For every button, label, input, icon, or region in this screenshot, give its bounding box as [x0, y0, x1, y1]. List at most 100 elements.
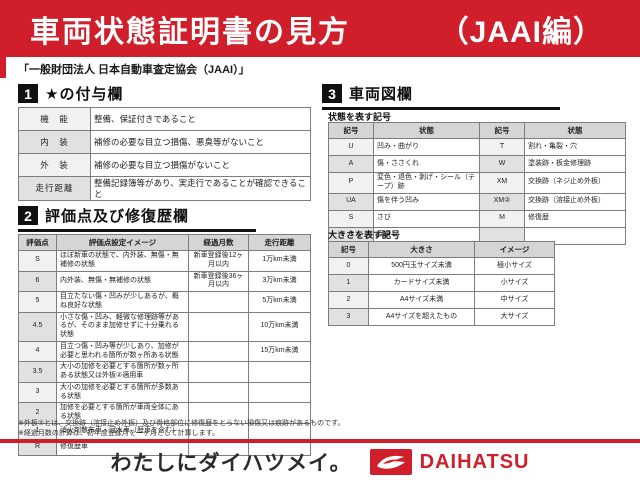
table-row: 走行距離 整備記録簿等があり、実走行であることが確認できること — [18, 175, 311, 202]
grade-cell: R — [18, 438, 57, 456]
state-cell: 交換跡（ネジ止め外板） — [524, 172, 626, 194]
grade-cell: 6 — [18, 270, 57, 292]
column-header: 評価点設定イメージ — [56, 234, 189, 251]
grade-desc: 大小の加修を必要とする箇所が数ヶ所ある状態又は外板②適用車 — [56, 361, 189, 383]
table-row: 3 A4サイズを超えたもの 大サイズ — [328, 308, 555, 326]
grade-months — [188, 340, 249, 363]
size-cell: カードサイズ未満 — [368, 274, 475, 292]
section1-header: 1 ★の付与欄 — [18, 83, 256, 110]
footer: わたしにダイハツメイ。 DAIHATSU — [0, 446, 640, 478]
table-row: UA 傷を伴う凹み XM② 交換跡（溶接止め外板） — [328, 192, 626, 211]
state-cell: 修復歴 — [524, 209, 626, 228]
table-row: A 傷・ささくれ W 塗装跡・板金修理跡 — [328, 155, 626, 173]
grade-months: 新車登録後36ヶ月以内 — [188, 270, 249, 292]
table-row: 2 A4サイズ未満 中サイズ — [328, 291, 555, 309]
table-header-row: 評価点 評価点設定イメージ 経過月数 走行距離 — [18, 234, 311, 251]
criteria-label: 走行距離 — [18, 175, 91, 202]
table-row: 3.5 大小の加修を必要とする箇所が数ヶ所ある状態又は外板②適用車 — [18, 361, 311, 383]
symbol-cell: P — [328, 172, 374, 194]
symbol-cell: M — [479, 209, 525, 228]
star-criteria-table: 機 能 整備、保証付きであること 内 装 補修の必要な目立つ損傷、悪臭等がないこ… — [18, 107, 311, 202]
table-row: C 腐食 — [328, 226, 626, 245]
grade-desc: 目立たない傷・凹みが少しあるが、概ね良好な状態 — [56, 291, 189, 313]
column-header: 記号 — [328, 122, 374, 139]
size-image-cell: 大サイズ — [474, 308, 555, 326]
table-row: 内 装 補修の必要な目立つ損傷、悪臭等がないこと — [18, 130, 311, 154]
daihatsu-slogan: わたしにダイハツメイ。 — [110, 452, 352, 475]
column-header: イメージ — [474, 241, 555, 258]
criteria-value: 補修の必要な目立つ損傷、悪臭等がないこと — [90, 130, 311, 154]
grade-cell: 5 — [18, 291, 57, 313]
table-row: 1 消火剤散布車・冠水車（歴車を含む） — [18, 422, 311, 440]
table-header-row: 記号 状態 記号 状態 — [328, 122, 626, 139]
symbol-cell: XM② — [479, 192, 525, 211]
column-header: 状態 — [524, 122, 626, 139]
footnote-line: ※外板②とは、交換跡（溶接止め外板）及び骨格部位に修復歴をとらない損傷又は痕跡が… — [18, 420, 345, 427]
grade-mileage — [248, 361, 311, 383]
grade-cell: 4.5 — [18, 311, 57, 342]
column-header: 記号 — [479, 122, 525, 139]
grade-mileage: 1万km未満 — [248, 250, 311, 272]
section3-title: 車両図欄 — [349, 86, 414, 103]
criteria-value: 整備記録簿等があり、実走行であることが確認できること — [90, 175, 311, 202]
grade-desc: 内外装、無傷・無補修の状態 — [56, 270, 189, 292]
table-row: 外 装 補修の必要な目立つ損傷がないこと — [18, 153, 311, 177]
size-cell: 500円玉サイズ未満 — [368, 257, 475, 275]
section1-title: ★の付与欄 — [45, 86, 124, 103]
state-symbols-label: 状態を表す記号 — [328, 112, 392, 122]
page-title: 車両状態証明書の見方 — [30, 15, 350, 49]
title-banner: 車両状態証明書の見方 （JAAI編） — [0, 0, 640, 57]
subtitle-accent-bar — [0, 57, 6, 78]
symbol-cell: UA — [328, 192, 374, 211]
grade-cell: 3.5 — [18, 361, 57, 383]
column-header: 走行距離 — [248, 234, 311, 251]
daihatsu-logo: DAIHATSU — [369, 449, 530, 475]
grade-months — [188, 361, 249, 383]
symbol-cell: C — [328, 226, 374, 245]
section2-header: 2 評価点及び修復歴欄 — [18, 205, 256, 232]
table-row: 4 目立つ傷・凹み等が少しあり、加修が必要と思われる箇所が数ヶ所ある状態 15万… — [18, 340, 311, 363]
criteria-label: 内 装 — [18, 130, 91, 154]
table-row: P 変色・退色・剥げ・シール（テープ）跡 XM 交換跡（ネジ止め外板） — [328, 172, 626, 194]
size-image-cell: 中サイズ — [474, 291, 555, 309]
daihatsu-mark-icon — [369, 449, 412, 475]
grade-desc: 大小の加修を必要とする箇所が多数ある状態 — [56, 381, 189, 404]
column-header: 状態 — [373, 122, 480, 139]
grade-desc: 小さな傷・凹み、軽微な修理跡等があるが、そのまま加修せずに十分乗れる状態 — [56, 311, 189, 342]
symbol-cell: U — [328, 138, 374, 156]
column-header: 経過月数 — [188, 234, 249, 251]
symbol-cell: 0 — [328, 257, 369, 275]
size-cell: A4サイズを超えたもの — [368, 308, 475, 326]
size-image-cell: 極小サイズ — [474, 257, 555, 275]
state-cell — [524, 226, 626, 245]
grade-table: 評価点 評価点設定イメージ 経過月数 走行距離 S ほぼ新車の状態で、内外装、無… — [18, 234, 311, 456]
section2-number-badge: 2 — [18, 206, 38, 225]
grade-cell: 3 — [18, 381, 57, 404]
section1-number-badge: 1 — [18, 84, 38, 103]
table-row: S ほぼ新車の状態で、内外装、無傷・無補修の状態 新車登録後12ヶ月以内 1万k… — [18, 250, 311, 272]
state-cell: さび — [373, 209, 480, 228]
state-cell: 変色・退色・剥げ・シール（テープ）跡 — [373, 172, 480, 194]
grade-desc: ほぼ新車の状態で、内外装、無傷・無補修の状態 — [56, 250, 189, 272]
page-title-suffix: （JAAI編） — [438, 15, 604, 49]
table-row: 機 能 整備、保証付きであること — [18, 107, 311, 131]
state-cell: 凹み・曲がり — [373, 138, 480, 156]
state-cell: 塗装跡・板金修理跡 — [524, 155, 626, 173]
criteria-label: 機 能 — [18, 107, 91, 131]
table-row: 4.5 小さな傷・凹み、軽微な修理跡等があるが、そのまま加修せずに十分乗れる状態… — [18, 311, 311, 342]
criteria-label: 外 装 — [18, 153, 91, 177]
grade-mileage: 10万km未満 — [248, 311, 311, 342]
section3-number-badge: 3 — [322, 84, 342, 103]
section3-header: 3 車両図欄 — [322, 83, 560, 110]
grade-months: 新車登録後12ヶ月以内 — [188, 250, 249, 272]
symbol-cell: 1 — [328, 274, 369, 292]
column-header: 記号 — [328, 241, 369, 258]
table-row: 3 大小の加修を必要とする箇所が多数ある状態 — [18, 381, 311, 404]
grade-months — [188, 311, 249, 342]
organization-subtitle: 「一般財団法人 日本自動車査定協会（JAAI）」 — [18, 64, 250, 76]
symbol-cell: XM — [479, 172, 525, 194]
column-header: 評価点 — [18, 234, 57, 251]
size-image-cell: 小サイズ — [474, 274, 555, 292]
size-cell: A4サイズ未満 — [368, 291, 475, 309]
grade-desc: 目立つ傷・凹み等が少しあり、加修が必要と思われる箇所が数ヶ所ある状態 — [56, 340, 189, 363]
